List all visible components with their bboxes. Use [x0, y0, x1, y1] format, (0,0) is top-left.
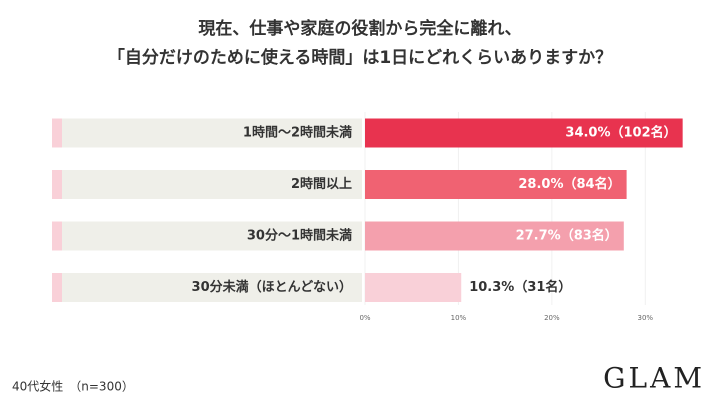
category-accent [52, 118, 62, 148]
category-label: 30分未満（ほとんどない） [192, 279, 352, 295]
bar [365, 118, 683, 148]
x-tick-label: 20% [544, 314, 560, 322]
note: 40代女性 （n=300） [12, 379, 134, 394]
bar [365, 170, 627, 199]
brand-logo: GLAM [603, 362, 705, 395]
x-tick-label: 30% [638, 314, 654, 322]
bar [365, 221, 624, 251]
chart-title: 現在、仕事や家庭の役割から完全に離れ、 [198, 18, 521, 39]
category-band [52, 221, 362, 251]
value-label: 34.0%（102名） [565, 125, 676, 141]
category-band [52, 273, 362, 302]
x-tick-label: 0% [359, 314, 370, 322]
category-band [52, 118, 362, 148]
value-label: 28.0%（84名） [518, 176, 620, 192]
chart-subtitle: 「自分だけのために使える時間」は1日にどれくらいありますか？ [108, 47, 612, 68]
category-label: 30分〜1時間未満 [247, 228, 352, 244]
category-label: 1時間〜2時間未満 [243, 125, 352, 141]
category-label: 2時間以上 [291, 176, 352, 192]
x-tick-label: 10% [451, 314, 467, 322]
category-accent [52, 273, 62, 302]
value-label: 10.3%（31名） [469, 279, 571, 295]
category-band [52, 170, 362, 199]
value-label: 27.7%（83名） [516, 228, 618, 244]
category-accent [52, 170, 62, 199]
category-accent [52, 221, 62, 251]
bar [365, 273, 462, 302]
